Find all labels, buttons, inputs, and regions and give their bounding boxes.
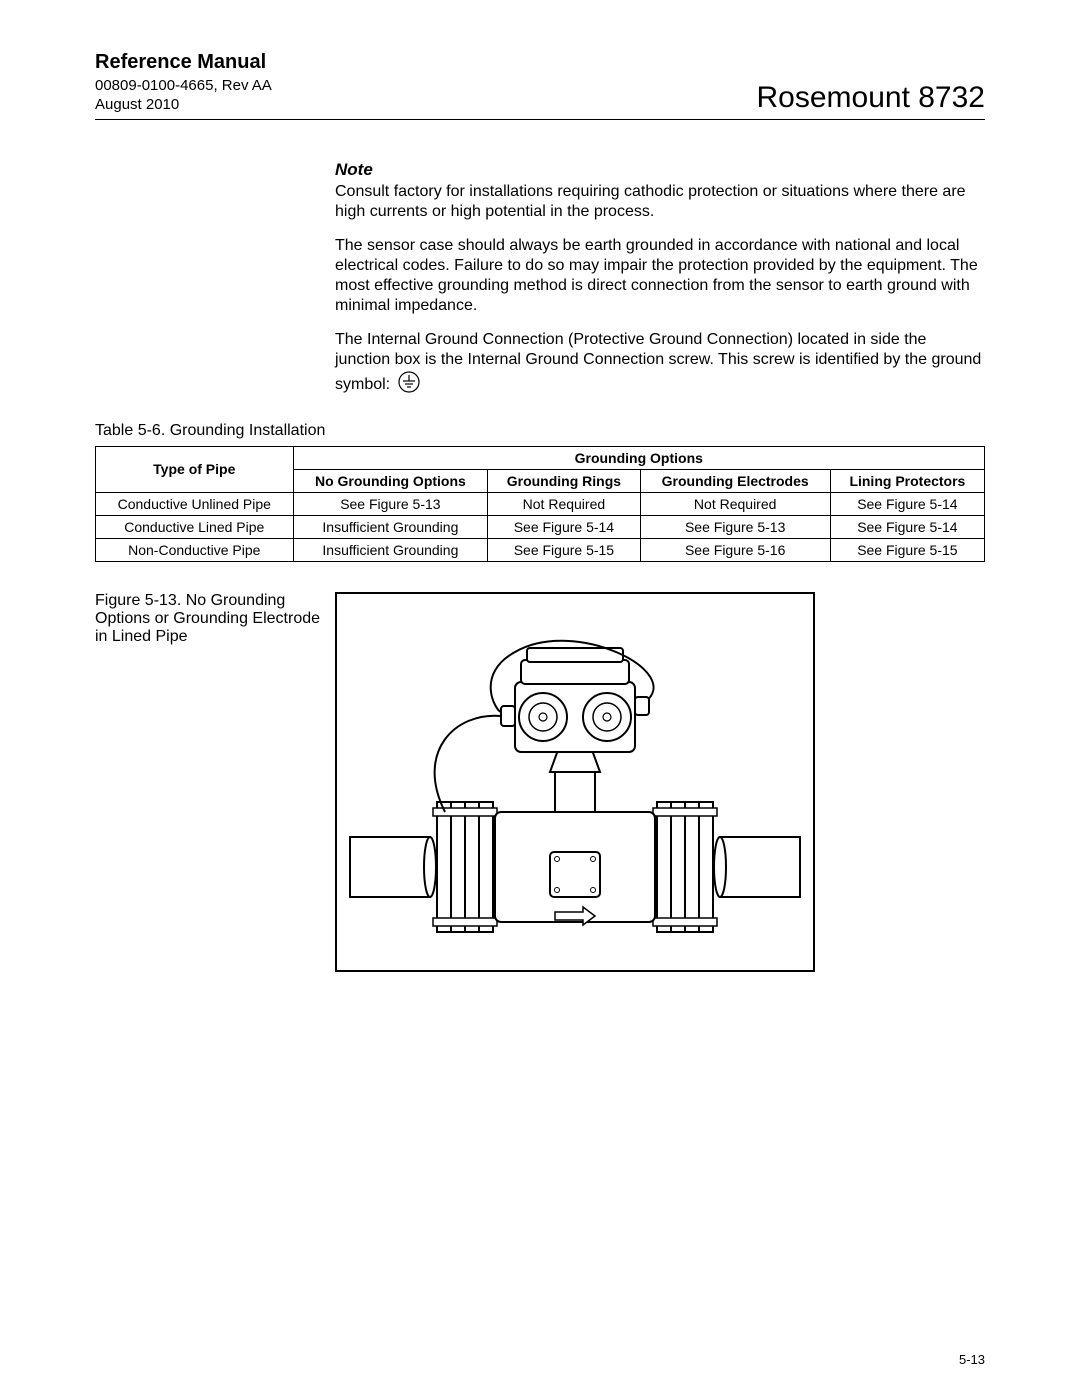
cell-rings: See Figure 5-14 xyxy=(488,515,640,538)
col-type: Type of Pipe xyxy=(96,446,294,492)
cell-protectors: See Figure 5-14 xyxy=(830,492,984,515)
header-left: Reference Manual 00809-0100-4665, Rev AA… xyxy=(95,50,272,115)
cell-rings: See Figure 5-15 xyxy=(488,538,640,561)
doc-date: August 2010 xyxy=(95,96,272,115)
table-row: Conductive Unlined Pipe See Figure 5-13 … xyxy=(96,492,985,515)
table-caption: Table 5-6. Grounding Installation xyxy=(95,422,985,440)
grounding-table: Type of Pipe Grounding Options No Ground… xyxy=(95,446,985,562)
product-name: Rosemount 8732 xyxy=(757,81,986,115)
page-header: Reference Manual 00809-0100-4665, Rev AA… xyxy=(95,50,985,120)
table-row: Conductive Lined Pipe Insufficient Groun… xyxy=(96,515,985,538)
content-block: Note Consult factory for installations r… xyxy=(95,160,985,414)
cell-no-grounding: Insufficient Grounding xyxy=(293,515,488,538)
cell-no-grounding: Insufficient Grounding xyxy=(293,538,488,561)
manual-title: Reference Manual xyxy=(95,50,272,75)
cell-no-grounding: See Figure 5-13 xyxy=(293,492,488,515)
cell-protectors: See Figure 5-14 xyxy=(830,515,984,538)
table-header-row-1: Type of Pipe Grounding Options xyxy=(96,446,985,469)
note-label: Note xyxy=(335,160,985,180)
doc-number: 00809-0100-4665, Rev AA xyxy=(95,77,272,96)
cell-electrodes: See Figure 5-16 xyxy=(640,538,830,561)
cell-type: Non-Conductive Pipe xyxy=(96,538,294,561)
figure-box xyxy=(335,592,815,972)
cell-type: Conductive Unlined Pipe xyxy=(96,492,294,515)
cell-electrodes: Not Required xyxy=(640,492,830,515)
col-protectors: Lining Protectors xyxy=(830,469,984,492)
table-row: Non-Conductive Pipe Insufficient Groundi… xyxy=(96,538,985,561)
cell-electrodes: See Figure 5-13 xyxy=(640,515,830,538)
left-margin xyxy=(95,160,335,414)
figure-row: Figure 5-13. No Grounding Options or Gro… xyxy=(95,592,985,972)
paragraph-2-text: The Internal Ground Connection (Protecti… xyxy=(335,331,981,393)
paragraph-1: The sensor case should always be earth g… xyxy=(335,236,985,316)
cell-rings: Not Required xyxy=(488,492,640,515)
cell-protectors: See Figure 5-15 xyxy=(830,538,984,561)
page-number: 5-13 xyxy=(959,1352,985,1367)
figure-caption: Figure 5-13. No Grounding Options or Gro… xyxy=(95,592,335,972)
col-electrodes: Grounding Electrodes xyxy=(640,469,830,492)
note-text: Consult factory for installations requir… xyxy=(335,182,985,222)
flowmeter-diagram-icon xyxy=(345,602,805,962)
main-column: Note Consult factory for installations r… xyxy=(335,160,985,414)
col-rings: Grounding Rings xyxy=(488,469,640,492)
col-grounding-options: Grounding Options xyxy=(293,446,984,469)
ground-symbol-icon xyxy=(397,370,421,400)
paragraph-2: The Internal Ground Connection (Protecti… xyxy=(335,330,985,400)
col-no-grounding: No Grounding Options xyxy=(293,469,488,492)
cell-type: Conductive Lined Pipe xyxy=(96,515,294,538)
